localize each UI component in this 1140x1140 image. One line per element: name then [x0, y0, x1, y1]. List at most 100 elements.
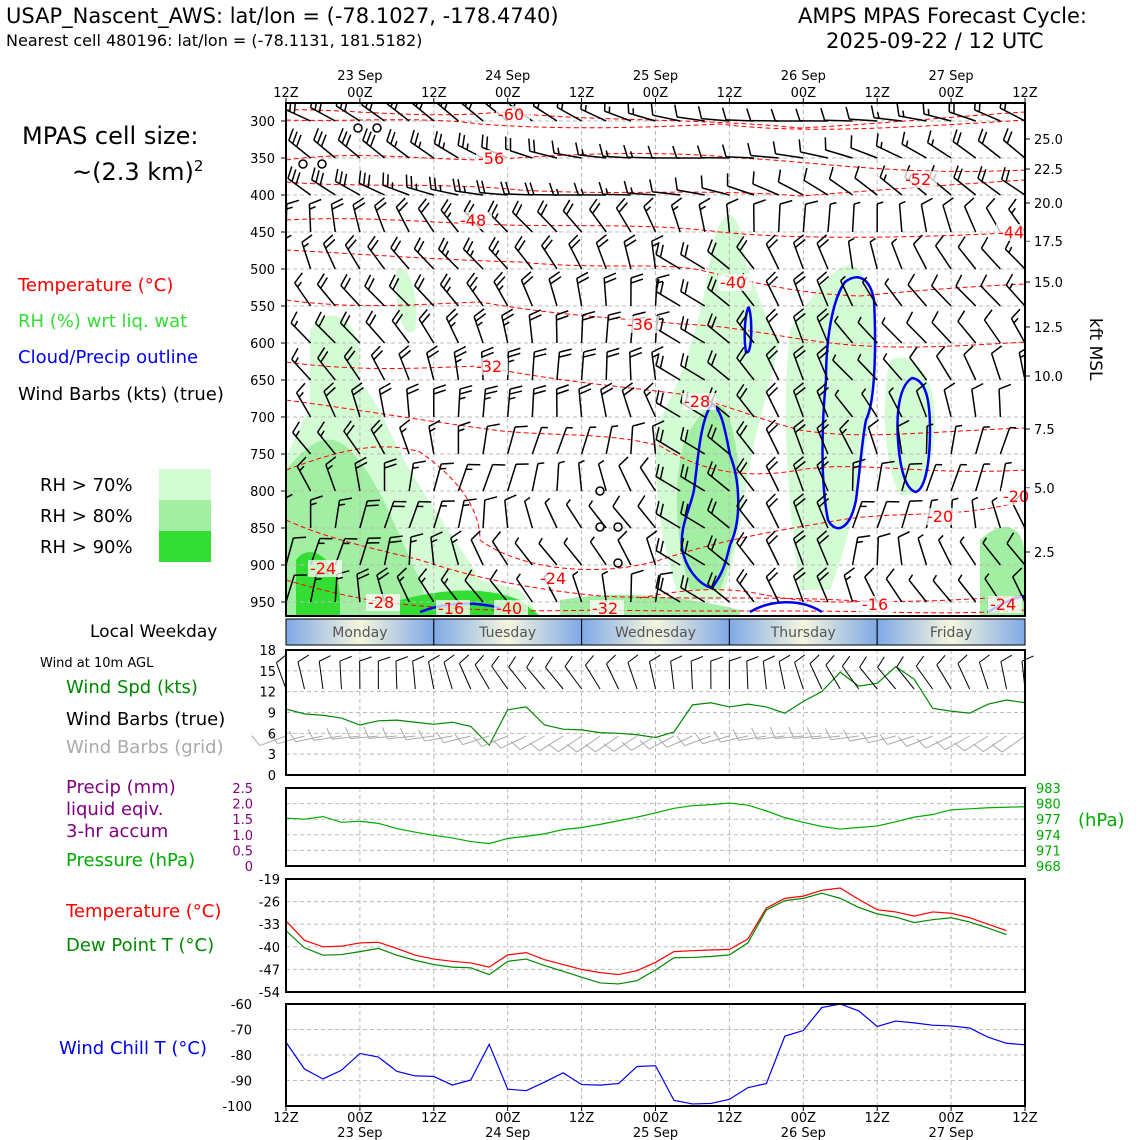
wind-barb: [959, 536, 977, 566]
wind-barb: [649, 179, 681, 196]
wind-barb: [670, 197, 683, 233]
wind-barb: [290, 311, 312, 344]
top-date-label: 23 Sep: [337, 69, 382, 84]
wind-barb: [651, 235, 664, 270]
top-time-tick: 12Z: [864, 86, 890, 101]
grid-wind-barb: [657, 735, 693, 748]
bottom-time-tick: 00Z: [938, 1111, 964, 1126]
wind-barb: [365, 310, 386, 344]
wind-barb: [316, 421, 336, 455]
wind-barb: [990, 345, 1003, 381]
cell-size-label: MPAS cell size:: [22, 122, 199, 150]
wind-barb: [313, 128, 336, 159]
temperature-label-bg: [718, 274, 752, 291]
temperature-contour: [286, 153, 1025, 172]
wind-barb: [286, 234, 292, 269]
wind-barb: [457, 498, 477, 529]
temp-ytick: -26: [259, 896, 280, 911]
wind-barb: [562, 199, 583, 233]
kft-tick-label: 2.5: [1034, 546, 1055, 561]
wind-barb: [963, 197, 977, 233]
wind-barb: [697, 106, 730, 122]
bottom-date-label: 23 Sep: [337, 1126, 382, 1140]
wind-barb: [364, 274, 386, 307]
surface-wind-barb: [877, 656, 897, 690]
surface-wind-barb: [606, 654, 620, 690]
bottom-time-tick: 12Z: [1012, 1111, 1038, 1126]
bottom-date-label: 26 Sep: [781, 1126, 826, 1140]
wind-barb: [466, 272, 484, 307]
wind-barb: [824, 137, 853, 159]
wind-barb: [643, 197, 657, 233]
panel-frame: [285, 649, 1026, 776]
wind-barb: [367, 235, 386, 270]
wind-barb: [957, 310, 977, 344]
wind-speed-line: [285, 665, 1026, 747]
surface-wind-barb: [825, 655, 841, 690]
surface-wind-barb: [491, 655, 509, 690]
wind-barb: [983, 309, 1001, 344]
wind-barb: [482, 496, 498, 529]
wind-barb: [612, 495, 632, 529]
wind-barb: [736, 235, 755, 270]
wind-barb: [556, 460, 566, 492]
wind-barb: [383, 458, 397, 492]
top-date-label: 27 Sep: [929, 69, 974, 84]
wind-barb: [316, 273, 336, 307]
wind-barb: [600, 382, 614, 418]
weekday-cell: [728, 618, 878, 646]
kft-tick-label: 20.0: [1034, 197, 1063, 212]
pressure-tick-label: 900: [250, 559, 275, 574]
wind-barb: [514, 537, 533, 566]
grid-wind-barb: [861, 731, 896, 744]
pressure-label: Pressure (hPa): [66, 850, 196, 871]
temperature-label-bg: [458, 212, 492, 229]
wind-barb: [765, 567, 780, 603]
wind-barb: [617, 530, 632, 566]
wind-barb: [792, 234, 806, 270]
temperature-contour-label: -48: [460, 211, 486, 230]
wind-ytick: 3: [268, 748, 276, 763]
wind-barb: [453, 345, 467, 381]
wind-barb: [816, 382, 830, 418]
wind-barb: [390, 236, 410, 270]
wind-barb: [736, 383, 755, 418]
wind-barb: [931, 311, 952, 344]
wind-barb: [1002, 128, 1025, 159]
wind-barb: [395, 197, 410, 233]
grid-wind-barb: [898, 735, 933, 747]
wind-barb: [506, 385, 523, 418]
temperature-contour-label: -20: [1003, 487, 1029, 506]
wind-barb: [736, 309, 755, 344]
grid-wind-barb: [418, 729, 453, 742]
wind-barb: [409, 129, 435, 159]
wind-barb: [765, 456, 780, 492]
grid-wind-barb: [326, 727, 360, 740]
wind-barb: [1010, 308, 1025, 344]
wind-barb: [439, 273, 460, 307]
wind-barb: [655, 353, 681, 381]
wind-barb: [362, 128, 386, 159]
wind-ytick: 9: [268, 707, 276, 722]
wind-barb: [491, 531, 509, 566]
wind-barb: [598, 181, 631, 196]
temperature-label-bg: [682, 393, 716, 410]
surface-wind-barb: [896, 656, 915, 690]
wind-barb: [845, 106, 878, 122]
temperature-label-bg: [996, 224, 1030, 241]
legend-rh90: RH > 90%: [40, 537, 133, 558]
wind-barb: [655, 501, 681, 529]
wind-barb: [820, 107, 853, 122]
temperature-label-bg: [436, 600, 470, 617]
temperature-contour: [286, 109, 1025, 129]
wind-ytick: 0: [268, 769, 276, 784]
wind-barb: [311, 167, 336, 196]
surface-wind-barb: [978, 654, 990, 690]
wind-barb: [777, 169, 804, 196]
wind-barb: [322, 234, 336, 270]
wind-barb: [309, 103, 336, 122]
wind-barb: [975, 426, 990, 455]
grid-wind-barb: [381, 727, 416, 740]
wind-barb: [765, 382, 780, 418]
kft-tick-label: 5.0: [1034, 482, 1055, 497]
